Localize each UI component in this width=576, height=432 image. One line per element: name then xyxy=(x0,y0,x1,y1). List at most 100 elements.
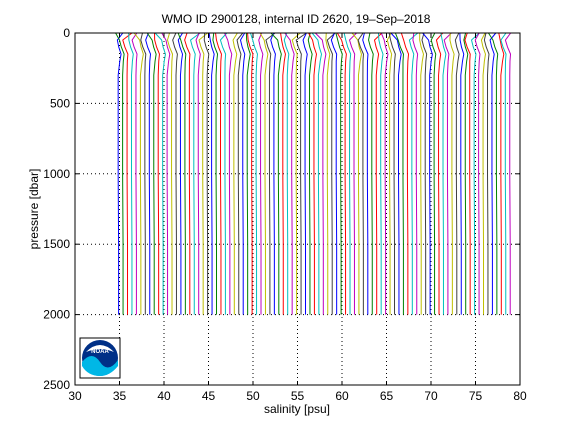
y-tick-label: 2000 xyxy=(43,308,70,322)
salinity-profile-line xyxy=(435,32,444,315)
salinity-profile-line xyxy=(307,32,313,315)
salinity-profile-line xyxy=(480,32,486,315)
salinity-profile-line xyxy=(122,32,133,315)
salinity-profile-line xyxy=(265,32,276,315)
x-tick-label: 75 xyxy=(469,389,483,403)
chart-title: WMO ID 2900128, internal ID 2620, 19–Sep… xyxy=(162,12,431,26)
salinity-profile-line xyxy=(258,32,264,315)
salinity-profile-line xyxy=(388,32,396,315)
salinity-profile-line xyxy=(464,32,471,315)
salinity-profile-line xyxy=(184,32,191,315)
salinity-profile-line xyxy=(326,32,336,315)
salinity-profile-line xyxy=(489,32,497,315)
salinity-profile-line xyxy=(270,32,276,315)
salinity-profile-line xyxy=(390,32,402,315)
x-tick-label: 35 xyxy=(113,389,127,403)
salinity-profile-line xyxy=(380,32,389,315)
salinity-profile-line xyxy=(368,32,374,315)
salinity-profile-line xyxy=(343,32,352,315)
salinity-profile-line xyxy=(348,32,357,315)
salinity-profile-line xyxy=(189,32,201,315)
profiles-group xyxy=(115,32,512,315)
salinity-profile-line xyxy=(412,32,419,315)
salinity-profile-line xyxy=(330,32,338,315)
salinity-profile-line xyxy=(280,32,286,315)
salinity-profile-line xyxy=(203,32,210,315)
salinity-profile-line xyxy=(291,32,301,315)
salinity-profile-line xyxy=(166,32,174,315)
salinity-profile-line xyxy=(172,32,178,315)
salinity-profile-line xyxy=(498,32,505,315)
salinity-profile-line xyxy=(470,32,480,315)
salinity-profile-line xyxy=(422,32,433,315)
y-tick-label: 2500 xyxy=(43,378,70,392)
salinity-profile-line xyxy=(373,32,383,315)
salinity-profile-line xyxy=(140,32,147,315)
salinity-profile-line xyxy=(449,32,455,315)
salinity-profile-line xyxy=(377,32,384,315)
salinity-profile-line xyxy=(314,32,327,315)
salinity-profile-line xyxy=(430,32,437,315)
salinity-profile-line xyxy=(131,32,138,315)
salinity-profile-line xyxy=(247,32,254,315)
y-tick-label: 0 xyxy=(63,26,70,40)
salinity-profile-line xyxy=(198,32,208,315)
salinity-profile-line xyxy=(351,32,362,315)
salinity-profile-line xyxy=(239,32,246,315)
salinity-profile-line xyxy=(259,32,269,315)
salinity-profile-line xyxy=(161,32,171,315)
x-tick-label: 55 xyxy=(291,389,305,403)
salinity-profile-line xyxy=(215,32,222,315)
salinity-profile-line xyxy=(283,32,290,315)
salinity-profile-line xyxy=(116,32,124,315)
salinity-profile-line xyxy=(270,32,282,315)
salinity-profile-line xyxy=(212,32,219,315)
y-tick-label: 500 xyxy=(50,96,70,110)
x-axis-label: salinity [psu] xyxy=(264,402,330,416)
salinity-profile-line xyxy=(195,32,201,315)
salinity-profile-line xyxy=(128,32,134,315)
y-tick-label: 1500 xyxy=(43,237,70,251)
axis-ticks: 30 35 40 45 50 55 60 65 70 75 80 0 500 1000 1500 2000 25… xyxy=(43,26,527,403)
salinity-profile-line xyxy=(463,32,469,315)
grid xyxy=(75,33,520,385)
noaa-logo-wave xyxy=(82,356,118,376)
salinity-profile-line xyxy=(408,32,419,315)
salinity-profile-line xyxy=(154,32,160,315)
salinity-profile-line xyxy=(236,32,244,315)
salinity-profile-line xyxy=(386,32,393,315)
salinity-profile-line xyxy=(421,32,428,315)
plot-area: 30 35 40 45 50 55 60 65 70 75 80 0 500 1000 1500 2000 25… xyxy=(43,26,527,403)
salinity-profile-line xyxy=(232,32,238,315)
x-tick-label: 40 xyxy=(157,389,171,403)
salinity-profile-line xyxy=(302,32,308,315)
x-tick-label: 45 xyxy=(202,389,216,403)
salinity-profile-line xyxy=(245,32,251,315)
salinity-profile-line xyxy=(500,32,507,315)
x-tick-label: 70 xyxy=(424,389,438,403)
salinity-profile-line xyxy=(488,32,499,315)
salinity-profile-line xyxy=(474,32,481,315)
salinity-profile-line xyxy=(454,32,460,315)
noaa-logo-gull xyxy=(86,345,114,352)
x-tick-label: 50 xyxy=(246,389,260,403)
salinity-profile-line xyxy=(336,32,347,315)
y-axis-label: pressure [dbar] xyxy=(27,169,41,250)
salinity-profile-line xyxy=(308,32,318,315)
noaa-logo: NOAA xyxy=(79,337,121,379)
salinity-profile-line xyxy=(419,32,425,315)
salinity-profile-line xyxy=(224,32,233,315)
salinity-profile-line xyxy=(440,32,447,315)
salinity-profile-line xyxy=(154,32,166,315)
salinity-profile-line xyxy=(357,32,364,315)
salinity-profile-line xyxy=(295,32,307,315)
salinity-profile-line xyxy=(177,32,187,315)
salinity-profile-line xyxy=(504,32,512,315)
salinity-profile-line xyxy=(483,32,490,315)
salinity-profile-line xyxy=(459,32,465,315)
salinity-profile-line xyxy=(133,32,144,315)
salinity-profile-line xyxy=(325,32,331,315)
salinity-profile-line xyxy=(208,32,215,315)
salinity-profile-line xyxy=(394,32,404,315)
